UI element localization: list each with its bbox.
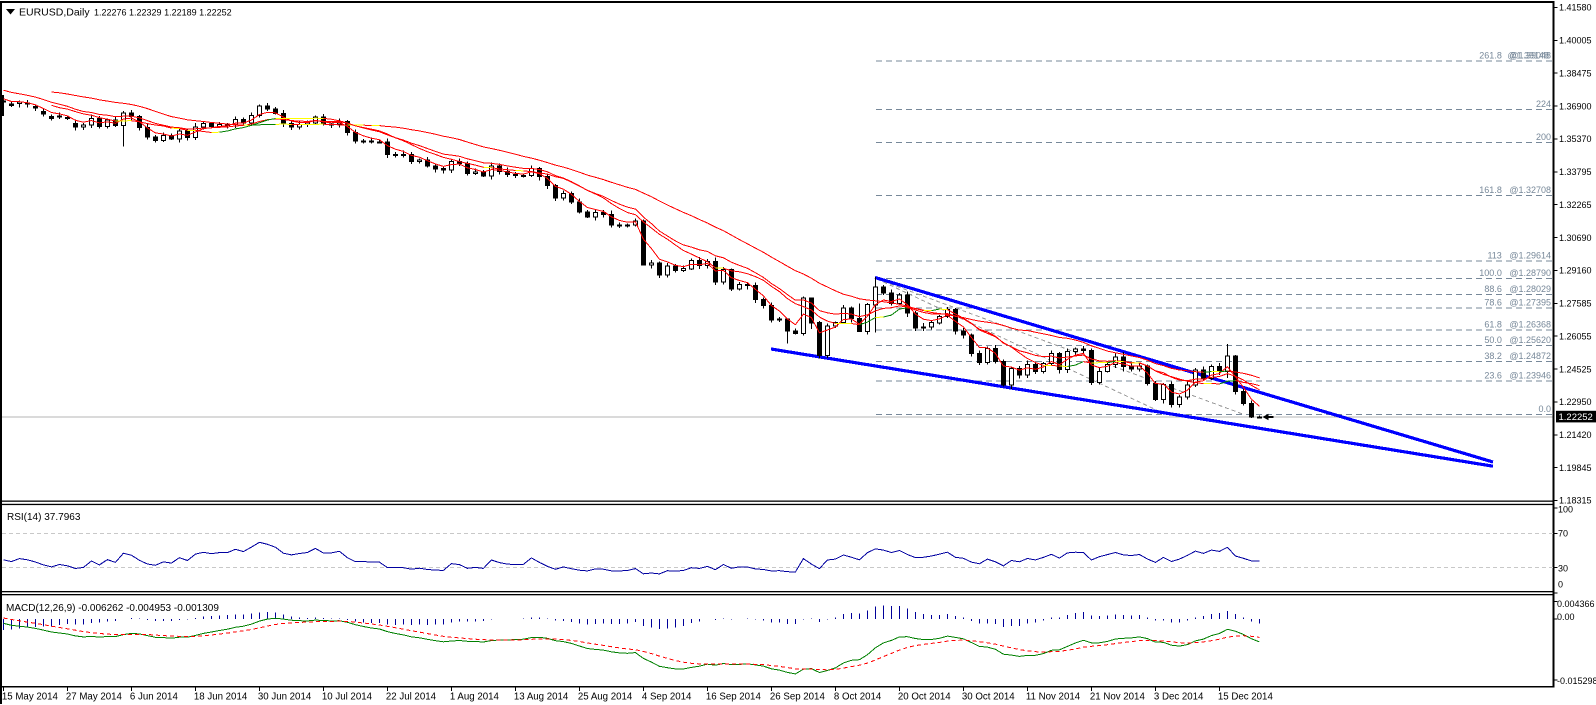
- svg-text:8 Oct 2014: 8 Oct 2014: [834, 692, 882, 703]
- svg-text:1.30690: 1.30690: [1559, 233, 1592, 243]
- svg-text:MACD(12,26,9) -0.006262 -0.004: MACD(12,26,9) -0.006262 -0.004953 -0.001…: [6, 603, 219, 614]
- svg-text:1.22950: 1.22950: [1559, 397, 1592, 407]
- svg-text:@1.39148: @1.39148: [1507, 51, 1549, 61]
- svg-text:-0.015298: -0.015298: [1557, 676, 1596, 686]
- svg-text:88.6 @1.28029: 88.6 @1.28029: [1484, 284, 1551, 294]
- svg-text:1.22276 1.22329 1.22189 1.2225: 1.22276 1.22329 1.22189 1.22252: [94, 8, 232, 18]
- svg-text:21 Nov 2014: 21 Nov 2014: [1090, 692, 1146, 703]
- svg-text:100: 100: [1558, 505, 1573, 515]
- svg-text:4 Sep 2014: 4 Sep 2014: [642, 692, 692, 703]
- svg-text:22 Jul 2014: 22 Jul 2014: [386, 692, 437, 703]
- svg-text:1.19845: 1.19845: [1559, 463, 1592, 473]
- svg-text:1.40005: 1.40005: [1559, 36, 1592, 46]
- svg-text:27 May 2014: 27 May 2014: [66, 692, 123, 703]
- svg-text:1.35370: 1.35370: [1559, 134, 1592, 144]
- svg-text:200: 200: [1536, 132, 1551, 142]
- svg-text:25 Aug 2014: 25 Aug 2014: [578, 692, 633, 703]
- svg-text:0.004366: 0.004366: [1557, 599, 1595, 609]
- svg-text:1 Aug 2014: 1 Aug 2014: [450, 692, 500, 703]
- svg-text:1.41580: 1.41580: [1559, 3, 1592, 13]
- svg-text:0.00: 0.00: [1557, 612, 1575, 622]
- svg-text:1.32265: 1.32265: [1559, 200, 1592, 210]
- svg-text:23.6 @1.23946: 23.6 @1.23946: [1484, 371, 1551, 381]
- svg-text:30: 30: [1558, 564, 1568, 574]
- svg-text:20 Oct 2014: 20 Oct 2014: [898, 692, 951, 703]
- svg-text:100.0 @1.28790: 100.0 @1.28790: [1479, 268, 1551, 278]
- svg-text:0: 0: [1558, 580, 1563, 590]
- svg-text:18 Jun 2014: 18 Jun 2014: [194, 692, 248, 703]
- svg-text:13 Aug 2014: 13 Aug 2014: [514, 692, 569, 703]
- svg-text:1.26055: 1.26055: [1559, 331, 1592, 341]
- svg-text:1.18315: 1.18315: [1559, 496, 1592, 506]
- svg-text:6 Jun 2014: 6 Jun 2014: [130, 692, 179, 703]
- svg-text:10 Jul 2014: 10 Jul 2014: [322, 692, 373, 703]
- svg-text:EURUSD,Daily: EURUSD,Daily: [19, 7, 90, 19]
- svg-text:38.2 @1.24872: 38.2 @1.24872: [1484, 351, 1551, 361]
- svg-text:RSI(14) 37.7963: RSI(14) 37.7963: [7, 512, 81, 523]
- svg-text:261.8 @1.39048: 261.8 @1.39048: [1479, 51, 1551, 61]
- svg-text:1.29160: 1.29160: [1559, 266, 1592, 276]
- svg-text:1.21420: 1.21420: [1559, 430, 1592, 440]
- svg-text:16 Sep 2014: 16 Sep 2014: [706, 692, 762, 703]
- svg-text:15 May 2014: 15 May 2014: [2, 692, 59, 703]
- svg-text:30 Jun 2014: 30 Jun 2014: [258, 692, 312, 703]
- svg-text:113 @1.29614: 113 @1.29614: [1487, 251, 1551, 261]
- svg-text:0.0: 0.0: [1538, 404, 1551, 414]
- svg-text:1.38475: 1.38475: [1559, 68, 1592, 78]
- svg-text:78.6 @1.27395: 78.6 @1.27395: [1484, 298, 1551, 308]
- svg-text:15 Dec 2014: 15 Dec 2014: [1218, 692, 1274, 703]
- svg-text:1.24525: 1.24525: [1559, 364, 1592, 374]
- svg-text:70: 70: [1558, 529, 1568, 539]
- svg-text:3 Dec 2014: 3 Dec 2014: [1154, 692, 1204, 703]
- svg-text:1.33795: 1.33795: [1559, 167, 1592, 177]
- svg-text:61.8 @1.26368: 61.8 @1.26368: [1484, 319, 1551, 329]
- svg-text:50.0 @1.25620: 50.0 @1.25620: [1484, 335, 1551, 345]
- svg-text:30 Oct 2014: 30 Oct 2014: [962, 692, 1015, 703]
- svg-text:1.27585: 1.27585: [1559, 299, 1592, 309]
- svg-text:11 Nov 2014: 11 Nov 2014: [1026, 692, 1081, 703]
- svg-text:224: 224: [1536, 99, 1551, 109]
- svg-text:1.22252: 1.22252: [1559, 412, 1593, 423]
- svg-text:161.8 @1.32708: 161.8 @1.32708: [1479, 185, 1551, 195]
- svg-text:1.36900: 1.36900: [1559, 101, 1592, 111]
- svg-text:26 Sep 2014: 26 Sep 2014: [770, 692, 826, 703]
